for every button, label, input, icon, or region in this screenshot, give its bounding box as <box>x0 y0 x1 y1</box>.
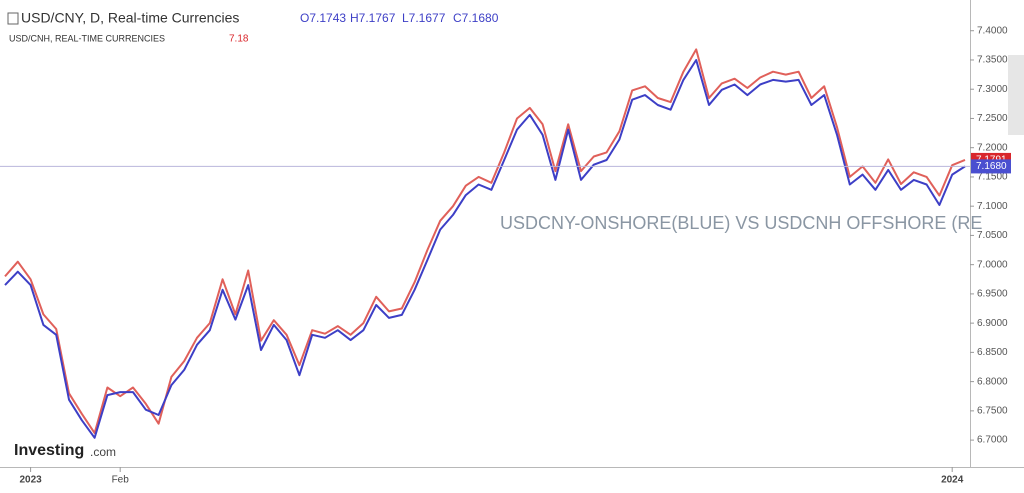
y-tick-label: 7.1500 <box>977 172 1008 183</box>
ohlc-low: L7.1677 <box>402 11 446 25</box>
series-line <box>4 59 966 439</box>
x-tick-label: 2024 <box>941 475 964 486</box>
watermark-suffix: .com <box>90 445 116 459</box>
y-tick-label: 6.7000 <box>977 435 1008 446</box>
y-tick-label: 7.2500 <box>977 113 1008 124</box>
y-tick-label: 6.7500 <box>977 405 1008 416</box>
x-tick-label: 2023 <box>19 475 42 486</box>
chart-title: USD/CNY, D, Real-time Currencies <box>21 10 239 26</box>
y-tick-label: 6.8000 <box>977 376 1008 387</box>
y-tick-label: 7.4000 <box>977 25 1008 36</box>
subtitle-value: 7.18 <box>229 34 249 45</box>
y-tick-label: 7.2000 <box>977 142 1008 153</box>
scrollbar[interactable] <box>1008 55 1024 135</box>
y-tick-label: 7.0500 <box>977 230 1008 241</box>
price-label: 7.1680 <box>976 161 1007 172</box>
y-tick-label: 6.9000 <box>977 318 1008 329</box>
y-tick-label: 6.9500 <box>977 289 1008 300</box>
ohlc-high: H7.1767 <box>350 11 396 25</box>
ohlc-close: C7.1680 <box>453 11 499 25</box>
watermark: Investing <box>14 442 84 459</box>
y-tick-label: 7.3500 <box>977 55 1008 66</box>
annotation: USDCNY-ONSHORE(BLUE) VS USDCNH OFFSHORE … <box>500 213 982 233</box>
subtitle: USD/CNH, REAL-TIME CURRENCIES <box>9 33 165 43</box>
y-tick-label: 7.1000 <box>977 201 1008 212</box>
icon <box>7 12 19 25</box>
x-tick-label: Feb <box>112 475 130 486</box>
ohlc-open: O7.1743 <box>300 11 346 25</box>
price-box <box>971 159 1011 174</box>
y-tick-label: 6.8500 <box>977 347 1008 358</box>
y-tick-label: 7.3000 <box>977 84 1008 95</box>
y-tick-label: 7.0000 <box>977 259 1008 270</box>
